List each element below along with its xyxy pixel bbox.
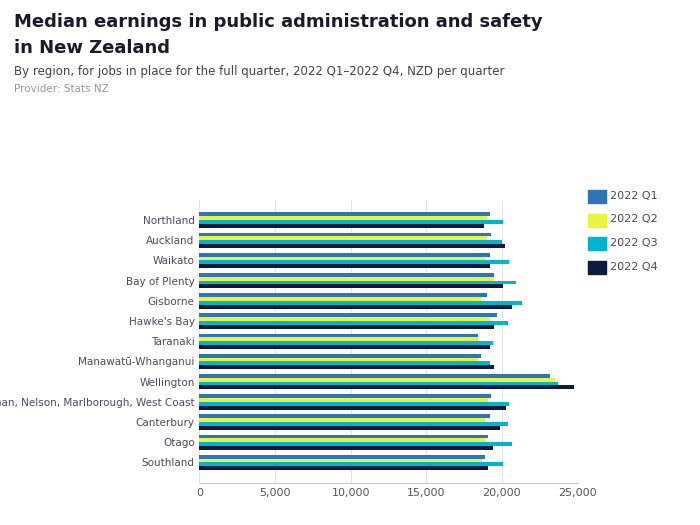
Bar: [199, 333, 477, 338]
Bar: [199, 220, 503, 224]
Bar: [199, 301, 522, 304]
Text: 2022 Q1: 2022 Q1: [610, 191, 658, 201]
Bar: [199, 313, 498, 317]
Bar: [199, 281, 515, 285]
Text: Provider: Stats NZ: Provider: Stats NZ: [14, 84, 108, 94]
Bar: [199, 442, 512, 446]
Bar: [199, 321, 508, 325]
Bar: [199, 459, 482, 463]
Bar: [199, 236, 486, 240]
Bar: [199, 233, 491, 236]
Bar: [199, 466, 489, 470]
Bar: [199, 418, 485, 422]
Text: in New Zealand: in New Zealand: [14, 39, 170, 57]
Bar: [199, 224, 484, 228]
Bar: [199, 253, 490, 257]
Bar: [199, 240, 502, 244]
Bar: [199, 304, 512, 309]
Bar: [199, 338, 477, 341]
Bar: [199, 402, 510, 406]
Bar: [199, 463, 503, 466]
Bar: [199, 438, 485, 442]
Bar: [199, 325, 494, 329]
Bar: [199, 293, 486, 297]
Bar: [199, 358, 477, 361]
Bar: [199, 394, 491, 398]
Bar: [199, 361, 490, 365]
Text: 2022 Q2: 2022 Q2: [610, 214, 658, 225]
Bar: [199, 385, 575, 390]
Bar: [199, 374, 550, 378]
Bar: [199, 354, 481, 358]
Bar: [199, 406, 506, 410]
Text: Median earnings in public administration and safety: Median earnings in public administration…: [14, 13, 542, 31]
Bar: [199, 414, 490, 418]
Bar: [199, 455, 485, 459]
Bar: [199, 378, 555, 382]
Bar: [199, 260, 510, 264]
Bar: [199, 257, 485, 260]
Bar: [199, 365, 494, 369]
Bar: [199, 297, 481, 301]
Bar: [199, 317, 490, 321]
Bar: [199, 341, 493, 345]
Bar: [199, 264, 490, 268]
Bar: [199, 422, 508, 426]
Bar: [199, 426, 500, 430]
Bar: [199, 216, 486, 220]
Bar: [199, 244, 505, 248]
Text: figure.nz: figure.nz: [595, 23, 668, 38]
Bar: [199, 273, 494, 277]
Bar: [199, 277, 494, 281]
Bar: [199, 398, 489, 402]
Bar: [199, 435, 489, 438]
Text: 2022 Q4: 2022 Q4: [610, 261, 658, 272]
Bar: [199, 345, 490, 349]
Text: By region, for jobs in place for the full quarter, 2022 Q1–2022 Q4, NZD per quar: By region, for jobs in place for the ful…: [14, 65, 505, 78]
Bar: [199, 213, 490, 216]
Bar: [199, 285, 503, 288]
Bar: [199, 446, 493, 450]
Text: 2022 Q3: 2022 Q3: [610, 238, 658, 248]
Bar: [199, 382, 558, 385]
